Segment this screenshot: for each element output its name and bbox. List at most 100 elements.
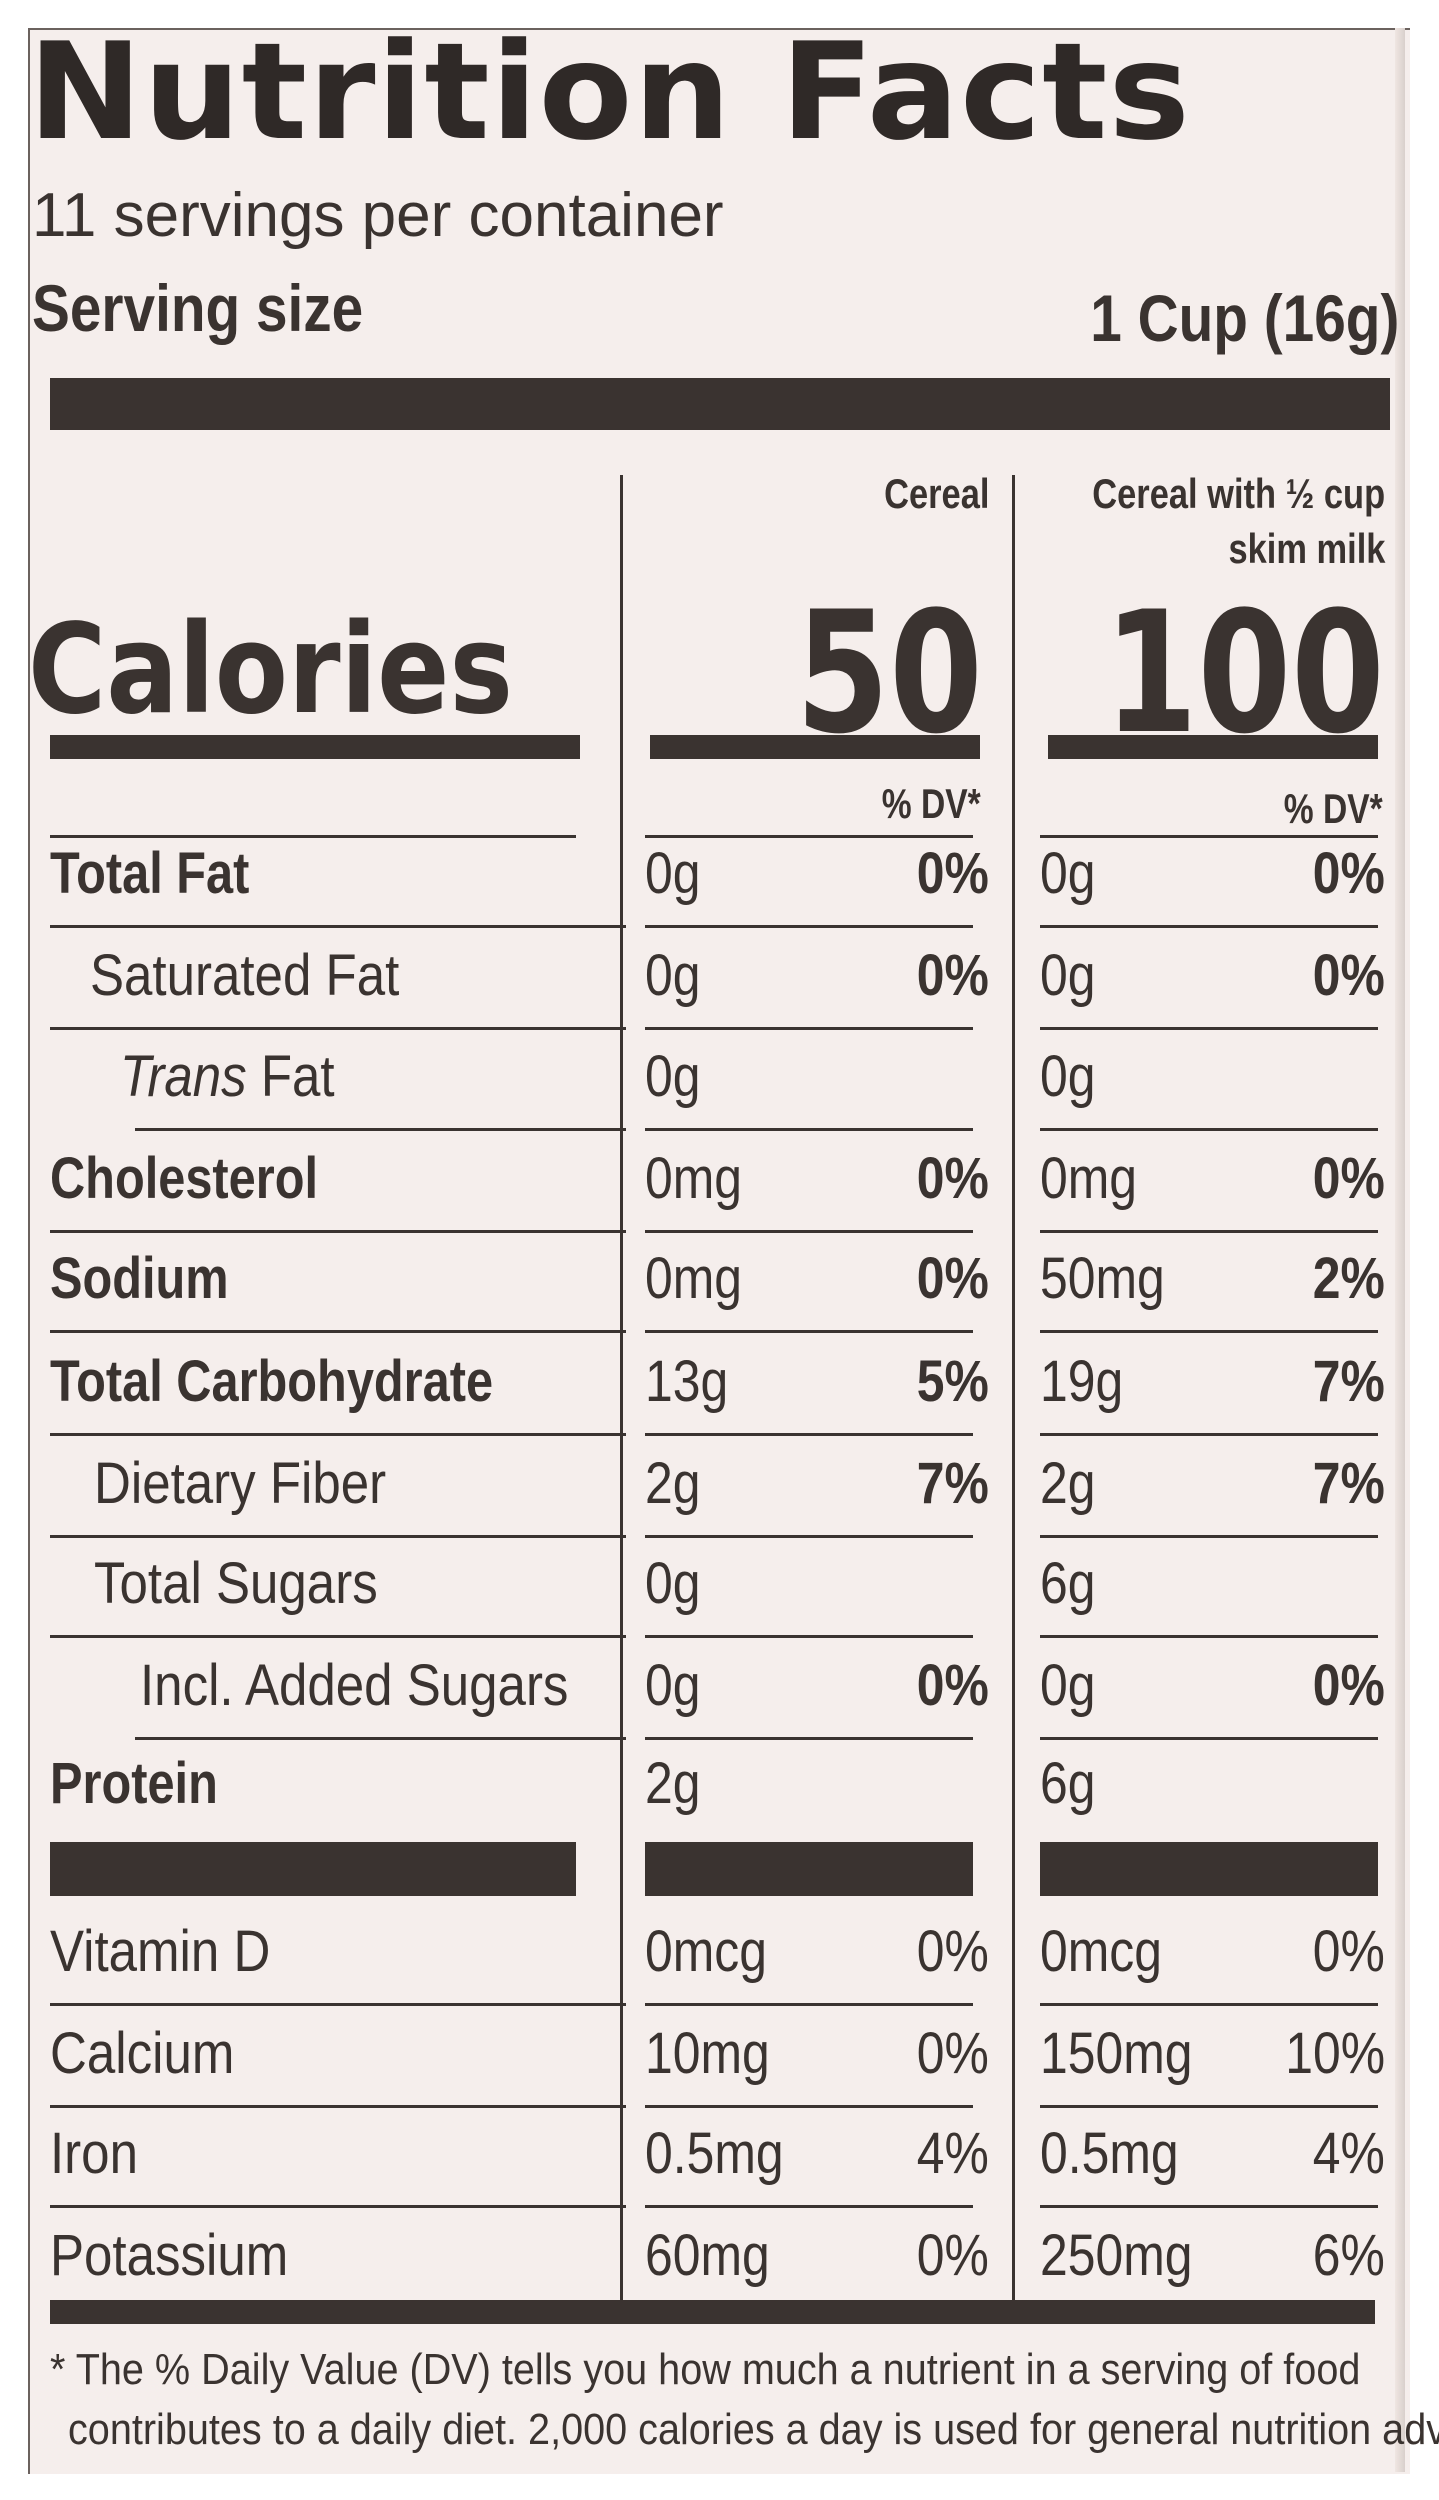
col2-dv: 0% [1312, 1146, 1385, 1211]
row-divider [1040, 1433, 1378, 1436]
col1-dv: 0% [916, 1146, 989, 1211]
row-divider [50, 1635, 626, 1638]
row-divider [50, 2205, 626, 2208]
col1-dv: 0% [916, 1246, 989, 1311]
nutrient-name-italic: Trans [120, 1044, 247, 1109]
col2-amount: 250mg [1040, 2223, 1193, 2288]
col2-amount: 6g [1040, 1551, 1096, 1616]
row-divider [50, 1433, 626, 1436]
nutrition-facts-title: Nutrition Facts [28, 14, 1191, 170]
nutrient-name: Total Fat [50, 841, 250, 906]
col2-heading-line1: Cereal with ½ cup [1092, 470, 1385, 517]
row-divider [1040, 2205, 1378, 2208]
col1-dv: 7% [916, 1451, 989, 1516]
col1-dv: 5% [916, 1349, 989, 1414]
row-divider [135, 1737, 626, 1740]
col2-dv: 2% [1312, 1246, 1385, 1311]
col2-dv-header: % DV* [1284, 785, 1383, 832]
col2-dv: 7% [1312, 1451, 1385, 1516]
col2-amount: 0mg [1040, 1146, 1138, 1211]
col2-dv: 4% [1312, 2121, 1385, 2186]
row-divider [645, 2205, 973, 2208]
calories-bar-col2 [1048, 735, 1378, 759]
col1-amount: 0mg [645, 1246, 743, 1311]
col1-amount: 0g [645, 943, 701, 1008]
col1-dv: 0% [916, 1919, 989, 1984]
footnote-line1: * The % Daily Value (DV) tells you how m… [50, 2345, 1361, 2394]
nutrient-name: Sodium [50, 1246, 229, 1311]
col1-amount: 0.5mg [645, 2121, 784, 2186]
col1-dv: 4% [916, 2121, 989, 2186]
nutrient-name: Potassium [50, 2223, 289, 2288]
col1-amount: 0g [645, 1653, 701, 1718]
col2-amount: 0g [1040, 1044, 1096, 1109]
col2-dv: 0% [1312, 1653, 1385, 1718]
col2-amount: 0g [1040, 841, 1096, 906]
col2-dv: 0% [1312, 1919, 1385, 1984]
row-divider [645, 1230, 973, 1233]
col1-dv: 0% [916, 1653, 989, 1718]
nutrient-name: Iron [50, 2121, 138, 2186]
nutrient-name: Saturated Fat [90, 943, 400, 1008]
col1-dv: 0% [916, 943, 989, 1008]
thick-divider-bottom [50, 2300, 1375, 2324]
dv-header-divider [50, 835, 576, 838]
col1-dv: 0% [916, 841, 989, 906]
col1-amount: 2g [645, 1451, 701, 1516]
column-divider-1 [620, 475, 623, 2300]
row-divider [1040, 1737, 1378, 1740]
col1-dv: 0% [916, 2021, 989, 2086]
col2-dv: 10% [1285, 2021, 1385, 2086]
row-divider [645, 1535, 973, 1538]
col1-amount: 0mcg [645, 1919, 767, 1984]
col2-amount: 0mcg [1040, 1919, 1162, 1984]
vitamin-bar-col2 [1040, 1842, 1378, 1896]
col1-amount: 0g [645, 1044, 701, 1109]
col1-dv: 0% [916, 2223, 989, 2288]
dv-header-divider [645, 835, 973, 838]
serving-size-label: Serving size [32, 271, 364, 345]
nutrient-name: Calcium [50, 2021, 235, 2086]
col1-amount: 2g [645, 1751, 701, 1816]
nutrient-name: Dietary Fiber [94, 1451, 387, 1516]
row-divider [1040, 1027, 1378, 1030]
row-divider [50, 1535, 626, 1538]
calories-bar-col1 [650, 735, 980, 759]
nutrient-name: Trans Fat [120, 1043, 335, 1110]
nutrient-name: Protein [50, 1751, 218, 1816]
col2-dv: 7% [1312, 1349, 1385, 1414]
calories-bar-label [50, 735, 580, 759]
row-divider [50, 1027, 626, 1030]
col2-dv: 0% [1312, 841, 1385, 906]
col1-heading: Cereal [883, 470, 989, 517]
row-divider [1040, 2105, 1378, 2108]
col2-amount: 50mg [1040, 1246, 1165, 1311]
calories-label: Calories [28, 598, 513, 742]
col1-amount: 0g [645, 841, 701, 906]
nutrient-name: Incl. Added Sugars [140, 1653, 569, 1718]
serving-size-value: 1 Cup (16g) [1089, 281, 1399, 355]
row-divider [645, 1433, 973, 1436]
row-divider [1040, 1635, 1378, 1638]
col2-amount: 0.5mg [1040, 2121, 1179, 2186]
vitamin-bar-col1 [645, 1842, 973, 1896]
row-divider [645, 1330, 973, 1333]
nutrient-name-rest: Fat [260, 1044, 335, 1109]
row-divider [50, 1230, 626, 1233]
panel-edge-shadow [1395, 28, 1405, 2472]
row-divider [1040, 2003, 1378, 2006]
row-divider [1040, 925, 1378, 928]
row-divider [645, 925, 973, 928]
row-divider [645, 2003, 973, 2006]
row-divider [645, 2105, 973, 2108]
col2-heading-line2: skim milk [1228, 525, 1385, 572]
servings-per-container: 11 servings per container [32, 181, 724, 250]
col2-amount: 2g [1040, 1451, 1096, 1516]
row-divider [50, 925, 626, 928]
footnote-line2: contributes to a daily diet. 2,000 calor… [68, 2405, 1439, 2454]
nutrient-name: Vitamin D [50, 1919, 271, 1984]
col1-amount: 13g [645, 1349, 729, 1414]
col2-amount: 0g [1040, 1653, 1096, 1718]
nutrient-name: Total Sugars [94, 1551, 378, 1616]
col2-amount: 6g [1040, 1751, 1096, 1816]
